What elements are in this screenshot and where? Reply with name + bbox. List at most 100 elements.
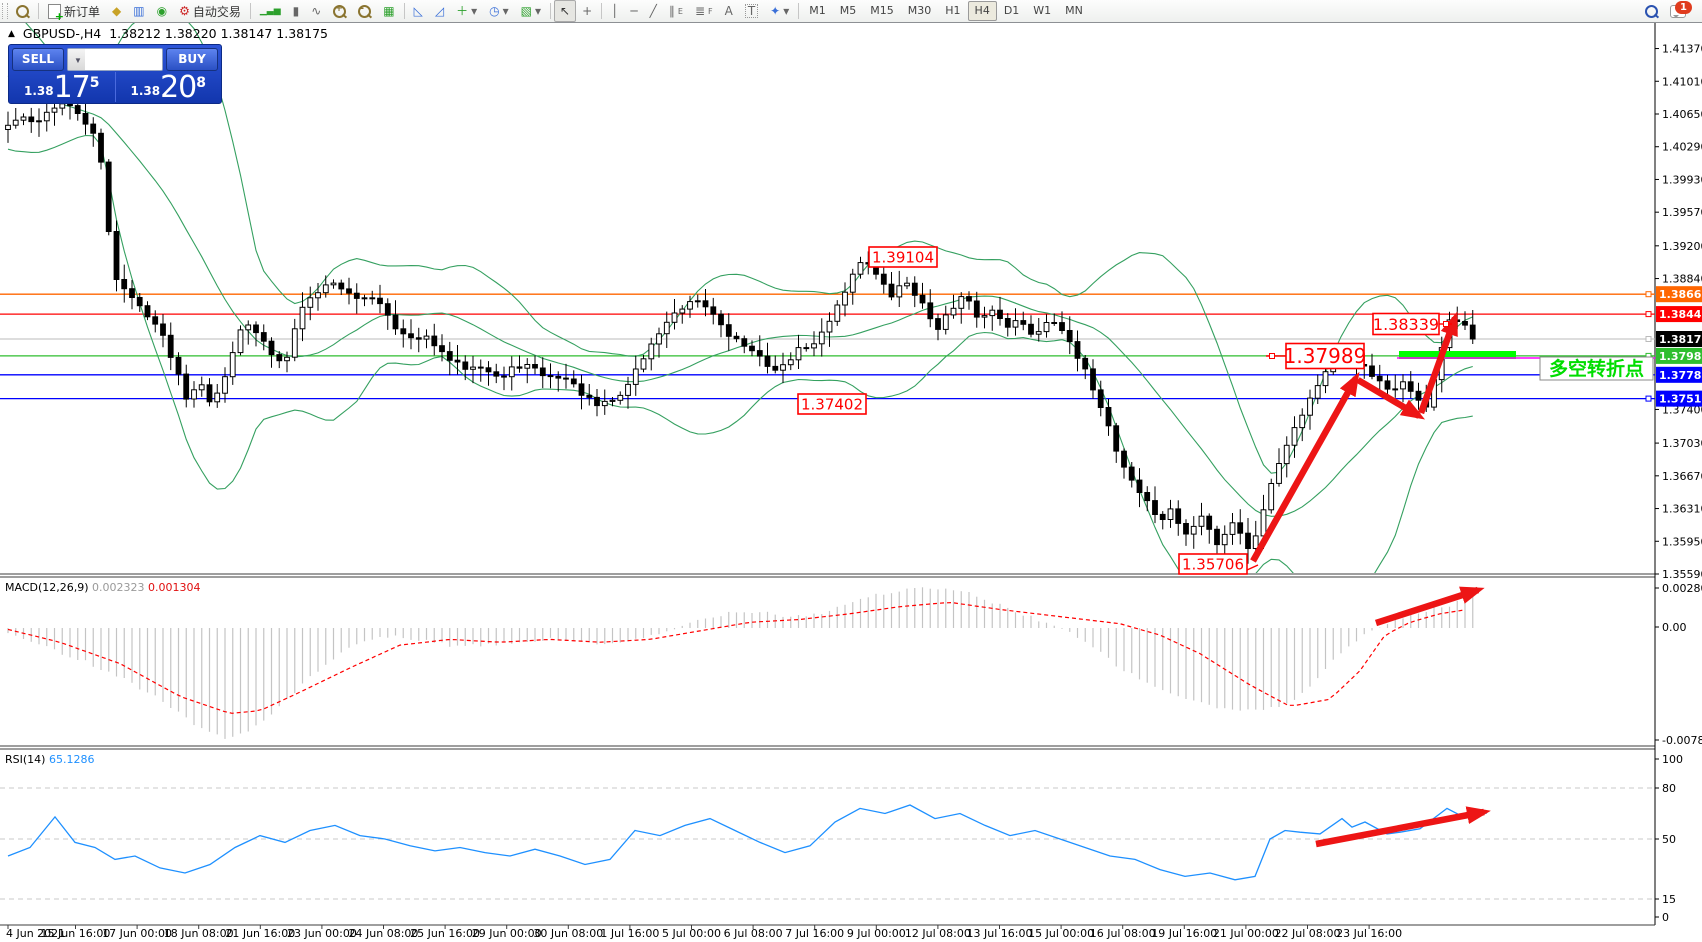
price-axis[interactable]: 1.41370 1.41010 1.40650 1.40290 1.39930 1.395… — [1655, 43, 1702, 924]
price-callout-box — [1178, 553, 1248, 575]
new-order-icon — [48, 3, 64, 23]
price-callout-box — [1372, 312, 1440, 336]
hline-icon: ─ — [630, 4, 638, 18]
price-badge: 1.38668 — [1659, 288, 1702, 301]
candle-chart-icon: ▮ — [292, 4, 300, 18]
separator — [38, 3, 39, 19]
timeframe-w1[interactable]: W1 — [1033, 4, 1052, 17]
crosshair-tool-button[interactable]: + — [576, 0, 598, 22]
tile-windows-icon: ▦ — [383, 4, 395, 18]
timeframe-h1[interactable]: H1 — [945, 4, 961, 17]
svg-text:21 Jul 00:00: 21 Jul 00:00 — [1213, 927, 1279, 940]
buy-price-big: 20 — [160, 70, 197, 105]
timeframe-d1[interactable]: D1 — [1003, 4, 1020, 17]
add-indicator-button[interactable]: ＋ ▾ — [450, 0, 483, 22]
hline-tool-button[interactable]: ─ — [624, 0, 643, 22]
buy-button[interactable]: BUY — [166, 48, 218, 71]
toolbar: 新订单 ◆ ▥ ◉ ⚙ 自动交易 ▁▃▅ ▮ ∿ + - ▦ ◺ ◿ ＋▾ ◷▾… — [0, 0, 1702, 23]
timeframe-m1[interactable]: M1 — [809, 4, 826, 17]
vline-icon: │ — [611, 4, 619, 18]
crosshair-icon: + — [582, 4, 593, 18]
red-trend-arrow — [1315, 806, 1491, 848]
rsi-pane — [0, 787, 1655, 900]
chat-bubble-icon: 1 — [1670, 0, 1692, 18]
rsi-value: 65.1286 — [48, 753, 95, 766]
volume-control: ▼ ▲ — [67, 48, 163, 71]
autotrade-button[interactable]: ⚙ 自动交易 — [173, 0, 247, 22]
green-highlight-bar — [1399, 351, 1516, 359]
sell-price[interactable]: 1.38 17 5 — [9, 72, 116, 103]
svg-text:15 Jul 00:00: 15 Jul 00:00 — [1028, 927, 1094, 940]
notification-badge: 1 — [1675, 0, 1692, 14]
trendline-tool-button[interactable]: ╱ — [644, 0, 663, 22]
trendline-icon: ╱ — [649, 4, 657, 18]
price-badge: 1.38175 — [1659, 333, 1702, 346]
timeframe-m30[interactable]: M30 — [907, 4, 932, 17]
svg-text:1.39200: 1.39200 — [1662, 240, 1702, 253]
arrange-charts-button[interactable]: ◺ — [408, 0, 429, 22]
svg-text:1.39570: 1.39570 — [1662, 206, 1702, 219]
period-button[interactable]: ◷ ▾ — [483, 0, 515, 22]
channel-sub: E — [677, 6, 683, 16]
zoom-out-button[interactable]: - — [352, 0, 377, 22]
timeframe-mn[interactable]: MN — [1065, 4, 1083, 17]
tile-windows-button[interactable]: ▦ — [377, 0, 400, 22]
macd-label: MACD(12,26,9) 0.002323 0.001304 — [5, 581, 201, 594]
search-community-button[interactable] — [1639, 0, 1664, 22]
new-order-button[interactable]: 新订单 — [42, 0, 106, 23]
channel-tool-button[interactable]: ∥ E — [663, 0, 689, 22]
svg-text:1.40650: 1.40650 — [1662, 108, 1702, 121]
svg-text:21 Jun 16:00: 21 Jun 16:00 — [225, 927, 295, 940]
vline-tool-button[interactable]: │ — [605, 0, 624, 22]
volume-decrease-button[interactable]: ▼ — [68, 49, 85, 70]
svg-text:0.002808: 0.002808 — [1662, 582, 1702, 595]
add-indicator-icon: ＋ — [456, 4, 469, 18]
search-button[interactable] — [10, 0, 35, 22]
sell-button[interactable]: SELL — [12, 48, 64, 71]
fibo-sub: F — [708, 6, 713, 16]
text-tool-button[interactable]: A — [719, 0, 739, 22]
gold-chart-button[interactable]: ◆ — [106, 0, 127, 22]
sell-price-prefix: 1.38 — [23, 84, 54, 98]
dropdown-icon: ▾ — [502, 4, 509, 18]
macd-signal-value: 0.001304 — [148, 581, 201, 594]
zoom-in-button[interactable]: + — [327, 0, 352, 22]
market-watch-button[interactable]: ▥ — [127, 0, 150, 22]
dropdown-icon: ▾ — [535, 4, 542, 18]
template-button[interactable]: ▧ ▾ — [515, 0, 547, 22]
bar-chart-button[interactable]: ▁▃▅ — [254, 0, 287, 22]
horizontal-lines[interactable] — [0, 291, 1655, 402]
arrange-charts2-button[interactable]: ◿ — [429, 0, 450, 22]
fibonacci-tool-button[interactable]: ≣ F — [689, 0, 719, 22]
arrows-tool-button[interactable]: ✦ ▾ — [764, 0, 795, 22]
template-icon: ▧ — [520, 4, 533, 18]
svg-text:7 Jul 16:00: 7 Jul 16:00 — [785, 927, 844, 940]
svg-text:1.40290: 1.40290 — [1662, 141, 1702, 154]
buy-price[interactable]: 1.38 20 8 — [116, 70, 222, 105]
pane-frames — [0, 22, 1656, 926]
line-chart-button[interactable]: ∿ — [305, 0, 327, 22]
arrows-icon: ✦ — [770, 4, 781, 18]
buy-price-prefix: 1.38 — [130, 84, 161, 98]
timeframe-m5[interactable]: M5 — [839, 4, 857, 17]
search-icon — [1645, 4, 1658, 18]
bar-chart-icon: ▁▃▅ — [259, 5, 281, 16]
annotations[interactable]: 1.39104 1.37402 1.35706 1.37989 1.38339 多空转折点 — [797, 246, 1655, 848]
volume-input[interactable] — [85, 49, 162, 70]
ohlc-high: 1.38220 — [164, 26, 217, 41]
price-callout-text: 1.37989 — [1284, 344, 1367, 368]
autotrade-icon: ⚙ — [179, 4, 190, 18]
timeframe-m15[interactable]: M15 — [870, 4, 894, 17]
signal-button[interactable]: ◉ — [151, 0, 173, 22]
notifications-button[interactable]: 1 — [1664, 0, 1692, 22]
label-tool-button[interactable]: T — [739, 0, 764, 22]
price-callout-text: 1.39104 — [872, 248, 934, 266]
svg-text:-0.007859: -0.007859 — [1662, 734, 1702, 747]
timeframe-h4[interactable]: H4 — [967, 1, 997, 21]
candle-chart-button[interactable]: ▮ — [287, 0, 306, 22]
cursor-tool-button[interactable]: ↖ — [554, 0, 577, 22]
